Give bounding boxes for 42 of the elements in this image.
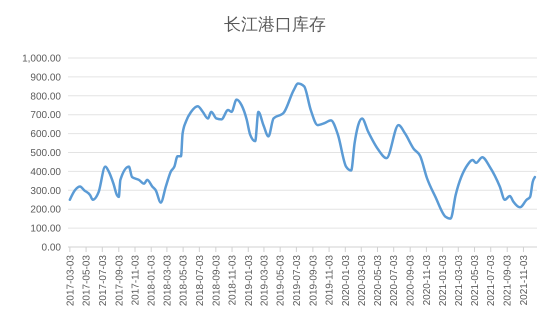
x-tick-label: 2018-01-03 (146, 254, 158, 306)
x-tick-label: 2021-09-03 (502, 254, 514, 306)
x-tick-label: 2019-03-03 (259, 254, 270, 306)
x-tick-label: 2021-05-03 (470, 254, 482, 306)
x-tick-label: 2018-03-03 (162, 254, 174, 306)
x-tick-label: 2020-01-03 (340, 254, 352, 306)
y-tick-label: 600.00 (30, 129, 62, 140)
line-series (68, 82, 536, 220)
y-tick-label: 100.00 (30, 224, 62, 235)
x-tick-label: 2017-07-03 (98, 254, 109, 306)
x-tick-label: 2020-05-03 (372, 254, 384, 306)
x-tick-label: 2017-11-03 (130, 254, 142, 306)
y-tick-label: 900.00 (30, 72, 62, 84)
x-tick-label: 2020-09-03 (406, 254, 417, 306)
y-tick-label: 700.00 (30, 110, 62, 122)
x-tick-label: 2019-09-03 (308, 254, 320, 306)
x-tick-label: 2018-09-03 (211, 254, 222, 306)
x-tick-label: 2018-11-03 (228, 254, 239, 306)
chart-title: 长江港口库存 (224, 15, 326, 34)
x-tick-label: 2020-07-03 (389, 254, 400, 306)
y-tick-label: 500.00 (30, 148, 62, 159)
x-tick-label: 2018-05-03 (178, 254, 190, 306)
x-tick-label: 2019-05-03 (276, 254, 287, 306)
y-tick-label: 1,000.00 (22, 54, 62, 64)
y-tick-label: 0.00 (42, 242, 62, 254)
y-tick-label: 300.00 (30, 186, 62, 197)
y-tick-label: 800.00 (30, 91, 62, 102)
y-tick-label: 200.00 (30, 204, 62, 216)
x-tick-label: 2017-03-03 (65, 254, 76, 306)
x-tick-label: 2020-03-03 (356, 254, 368, 306)
x-tick-label: 2019-01-03 (244, 254, 255, 306)
x-tick-label: 2019-11-03 (324, 254, 336, 306)
x-tick-label: 2020-11-03 (422, 254, 433, 306)
x-tick-label: 2021-11-03 (518, 254, 530, 306)
x-tick-label: 2017-09-03 (114, 254, 126, 306)
x-tick-label: 2017-05-03 (82, 254, 93, 306)
x-tick-label: 2021-03-03 (454, 254, 465, 306)
y-tick-label: 400.00 (30, 166, 62, 178)
x-tick-label: 2021-01-03 (438, 254, 450, 306)
x-tick-label: 2019-07-03 (292, 254, 303, 306)
x-tick-label: 2021-07-03 (486, 254, 498, 306)
x-tick-label: 2018-07-03 (194, 254, 206, 306)
